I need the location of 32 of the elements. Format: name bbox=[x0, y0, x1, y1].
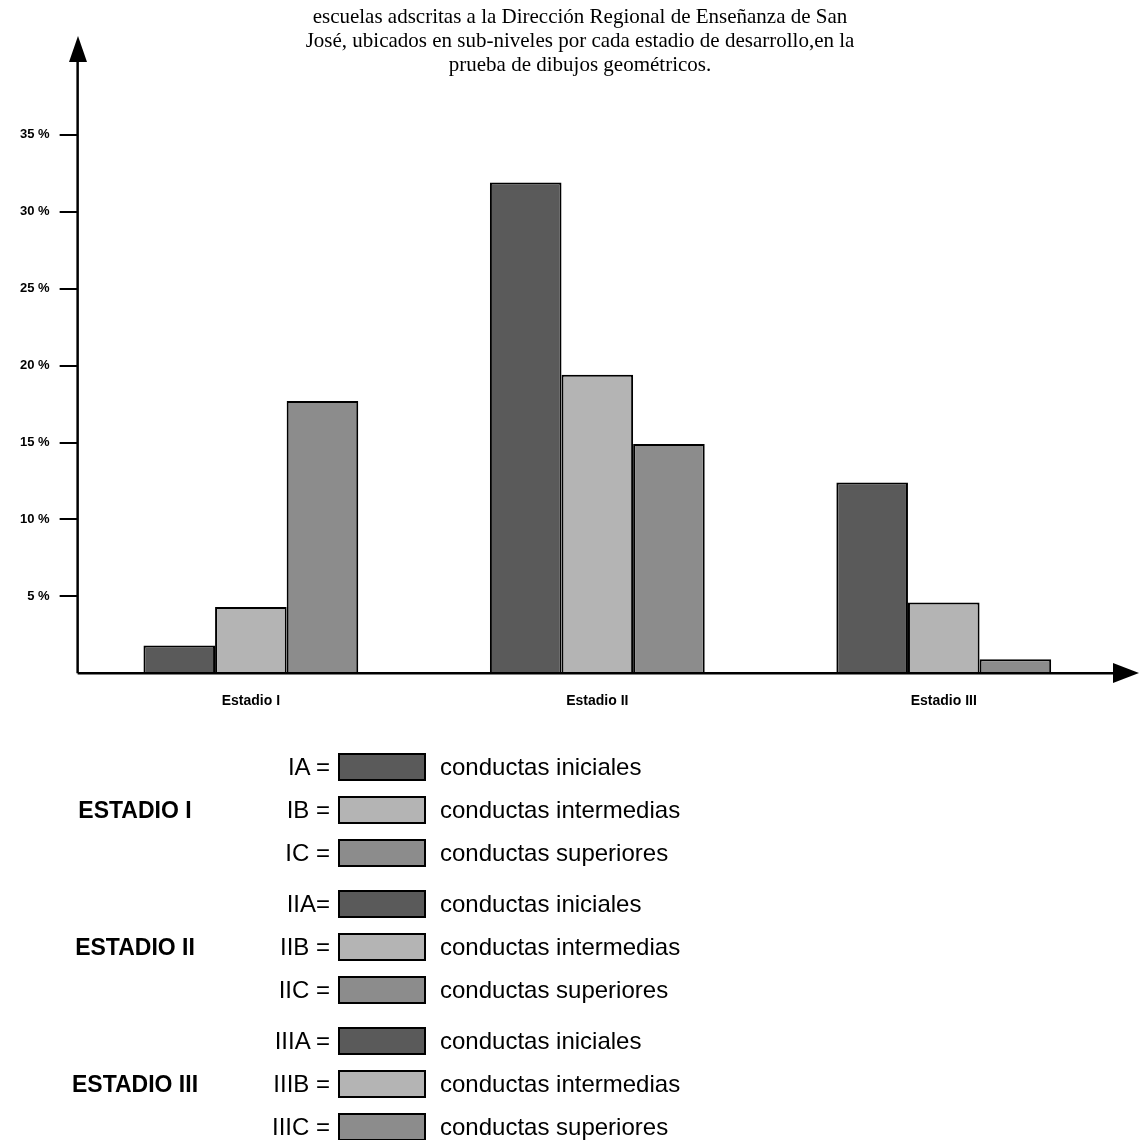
text: IIB = bbox=[278, 932, 331, 961]
x-tick-label: Estadio III bbox=[910, 692, 977, 709]
text: IIA= bbox=[285, 889, 331, 918]
text: IIIA = bbox=[273, 1026, 331, 1055]
y-tick-label: 10 % bbox=[19, 510, 51, 526]
text: conductas intermedias bbox=[440, 1069, 681, 1097]
text: conductas intermedias bbox=[440, 932, 681, 960]
legend-label: conductas iniciales bbox=[440, 752, 642, 781]
text: conductas iniciales bbox=[440, 1026, 642, 1054]
text: IA = bbox=[286, 752, 331, 781]
text: ESTADIO III bbox=[70, 1069, 200, 1098]
y-tick-label: 15 % bbox=[19, 434, 51, 450]
text: conductas iniciales bbox=[440, 889, 642, 917]
x-tick-label: Estadio I bbox=[221, 692, 281, 709]
text: conductas superiores bbox=[440, 975, 669, 1003]
y-tick-label: 35 % bbox=[19, 126, 51, 142]
x-tick-label: Estadio II bbox=[566, 692, 629, 709]
y-tick-label: 30 % bbox=[19, 203, 51, 219]
y-tick-label: 20 % bbox=[19, 357, 51, 373]
text: IIC = bbox=[277, 975, 331, 1004]
text: IIIC = bbox=[270, 1112, 331, 1140]
legend-label: conductas superiores bbox=[440, 838, 669, 867]
chart-title: escuelas adscritas a la Dirección Regional de Enseñanza de San José, ubicados en sub-niveles por cada estadio de desarrollo,en la prueba de dibujos geométricos. bbox=[304, 4, 856, 76]
text: IB = bbox=[285, 795, 331, 824]
text: IC = bbox=[284, 838, 331, 867]
text: ESTADIO II bbox=[74, 932, 196, 961]
legend-label: conductas intermedias bbox=[440, 795, 681, 824]
text: IIIB = bbox=[272, 1069, 331, 1098]
text: ESTADIO I bbox=[77, 795, 193, 824]
y-tick-label: 5 % bbox=[27, 587, 51, 603]
y-tick-label: 25 % bbox=[19, 280, 51, 296]
text: conductas superiores bbox=[440, 1112, 669, 1140]
